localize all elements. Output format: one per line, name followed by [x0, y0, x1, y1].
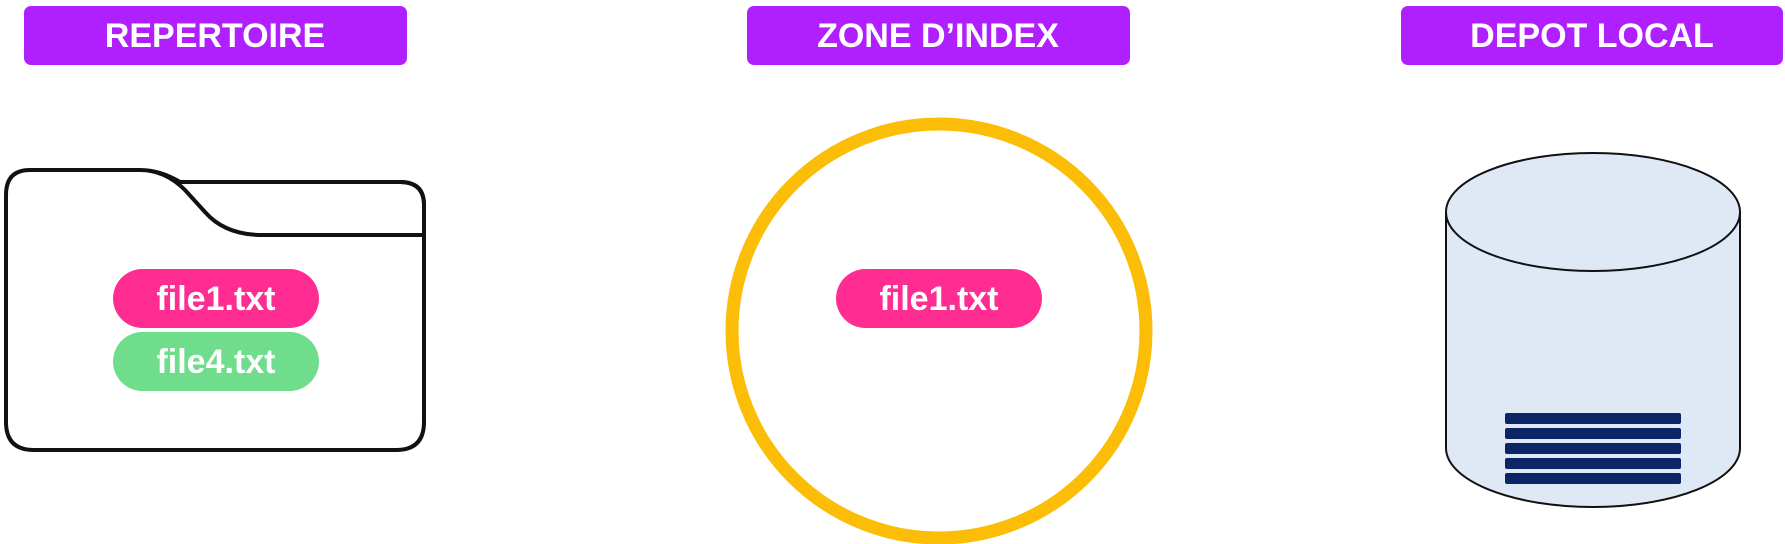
commit-line: [1505, 473, 1681, 484]
file-label: file1.txt: [879, 280, 998, 318]
commit-line: [1505, 413, 1681, 424]
header-box: [1401, 6, 1783, 65]
header-title: ZONE D’INDEX: [817, 17, 1059, 55]
header-box: [747, 6, 1130, 65]
header-box: [24, 6, 407, 65]
header-title: DEPOT LOCAL: [1470, 17, 1714, 55]
commit-line: [1505, 458, 1681, 469]
commit-line: [1505, 443, 1681, 454]
file-pill: [113, 332, 319, 391]
folder-body: [4, 168, 426, 452]
index-circle: [725, 117, 1153, 544]
file-pills: file1.txt file4.txt file1.txt: [113, 269, 1042, 391]
file-pill: [836, 269, 1042, 328]
commit-stack: [1505, 413, 1681, 484]
file-pill: [113, 269, 319, 328]
header-title: REPERTOIRE: [105, 17, 325, 55]
commit-line: [1505, 428, 1681, 439]
cylinder-top: [1445, 152, 1741, 272]
file-label: file1.txt: [156, 280, 275, 318]
folder-tab: [30, 168, 426, 237]
file-label: file4.txt: [156, 343, 275, 381]
